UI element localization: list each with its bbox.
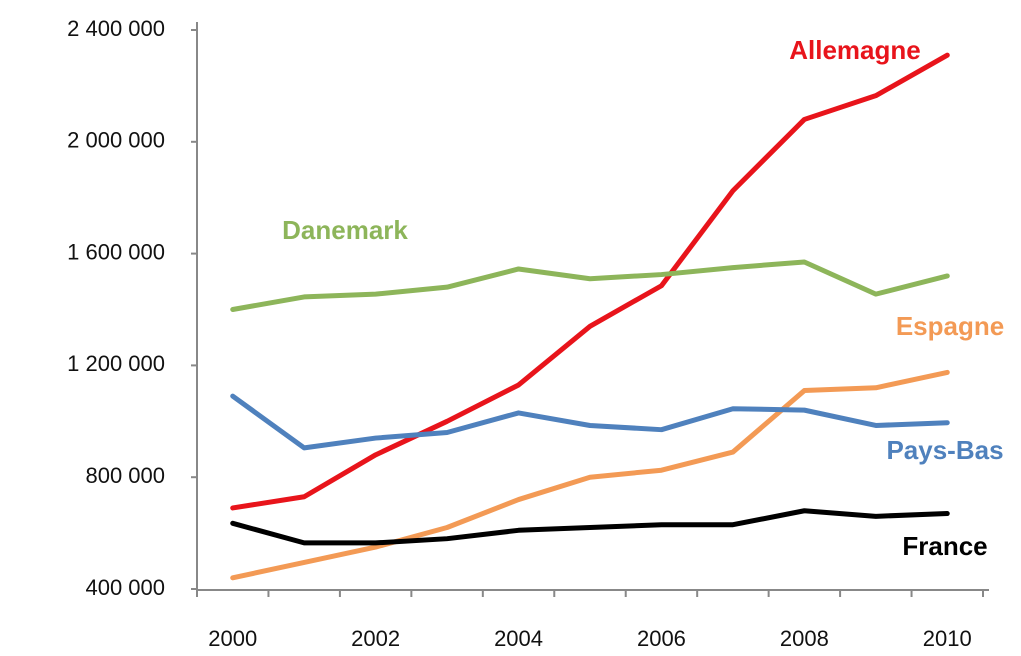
y-tick-label: 2 400 000: [67, 16, 165, 41]
series-line: [230, 393, 950, 451]
series-line: [230, 259, 950, 312]
x-tick-label: 2010: [923, 626, 972, 651]
series-label: Allemagne: [789, 35, 921, 65]
series-label: Espagne: [896, 311, 1004, 341]
series-line: [230, 369, 950, 581]
x-tick-label: 2008: [780, 626, 829, 651]
x-tick-label: 2002: [351, 626, 400, 651]
y-tick-label: 2 000 000: [67, 128, 165, 153]
y-tick-label: 1 200 000: [67, 351, 165, 376]
series-line: [230, 508, 950, 546]
y-tick-label: 1 600 000: [67, 239, 165, 264]
x-tick-label: 2006: [637, 626, 686, 651]
series-line: [230, 52, 950, 511]
series-label: Pays-Bas: [886, 435, 1003, 465]
x-tick-label: 2000: [208, 626, 257, 651]
x-tick-label: 2004: [494, 626, 543, 651]
y-tick-label: 400 000: [85, 575, 165, 600]
series-label: France: [902, 531, 987, 561]
y-tick-label: 800 000: [85, 463, 165, 488]
series-label: Danemark: [282, 215, 408, 245]
